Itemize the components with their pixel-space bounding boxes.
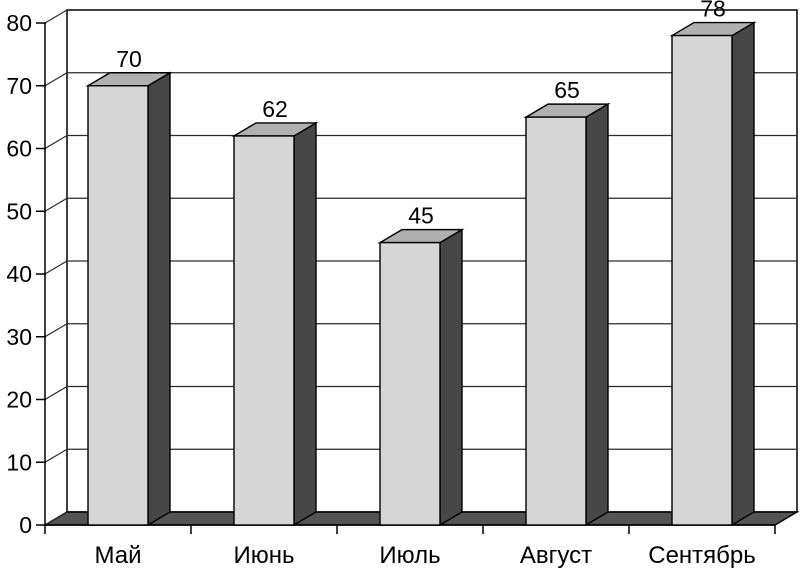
bar-side-face	[147, 71, 171, 527]
bar-value-label: 65	[554, 77, 580, 103]
y-axis-label: 50	[6, 198, 32, 224]
bar-front-face	[671, 34, 733, 526]
x-axis-label: Август	[520, 542, 592, 569]
y-axis-label: 80	[6, 10, 32, 36]
y-axis-depth-connector	[44, 9, 68, 24]
bar-front-face	[525, 116, 587, 526]
x-axis-label: Июль	[379, 542, 440, 569]
bar-value-label: 45	[408, 203, 434, 229]
bar-value-label: 62	[262, 96, 288, 122]
y-axis-label: 30	[6, 324, 32, 350]
bar	[231, 121, 319, 527]
y-axis-label: 0	[19, 512, 32, 538]
bar	[523, 102, 611, 527]
y-axis-depth-connector	[44, 197, 68, 212]
y-axis-depth-connector	[44, 260, 68, 275]
y-axis-depth-connector	[44, 72, 68, 87]
bar	[85, 71, 173, 527]
bar	[377, 228, 465, 527]
y-axis-depth-connector	[44, 385, 68, 401]
bar-value-label: 78	[700, 0, 726, 22]
x-axis-label: Сентябрь	[648, 542, 756, 569]
bar-value-label: 70	[116, 46, 142, 72]
y-axis-depth-connector	[44, 323, 68, 338]
y-axis-depth-connector	[44, 511, 68, 526]
y-axis-label: 70	[6, 73, 32, 99]
y-axis-label: 40	[6, 261, 32, 287]
y-axis-depth-connector	[44, 448, 68, 463]
bar-front-face	[87, 85, 149, 526]
y-axis-depth-connector	[44, 134, 68, 150]
bar-side-face	[293, 121, 317, 527]
y-axis-label: 20	[6, 387, 32, 413]
bar-front-face	[233, 135, 295, 526]
bar	[669, 21, 757, 527]
bar-side-face	[731, 21, 755, 527]
bar-side-face	[585, 102, 609, 527]
x-axis-label: Июнь	[233, 542, 294, 569]
y-axis-label: 60	[6, 136, 32, 162]
bar-side-face	[439, 228, 463, 527]
y-axis-label: 10	[6, 449, 32, 475]
x-axis-label: Май	[94, 542, 141, 569]
bar-front-face	[379, 241, 441, 526]
